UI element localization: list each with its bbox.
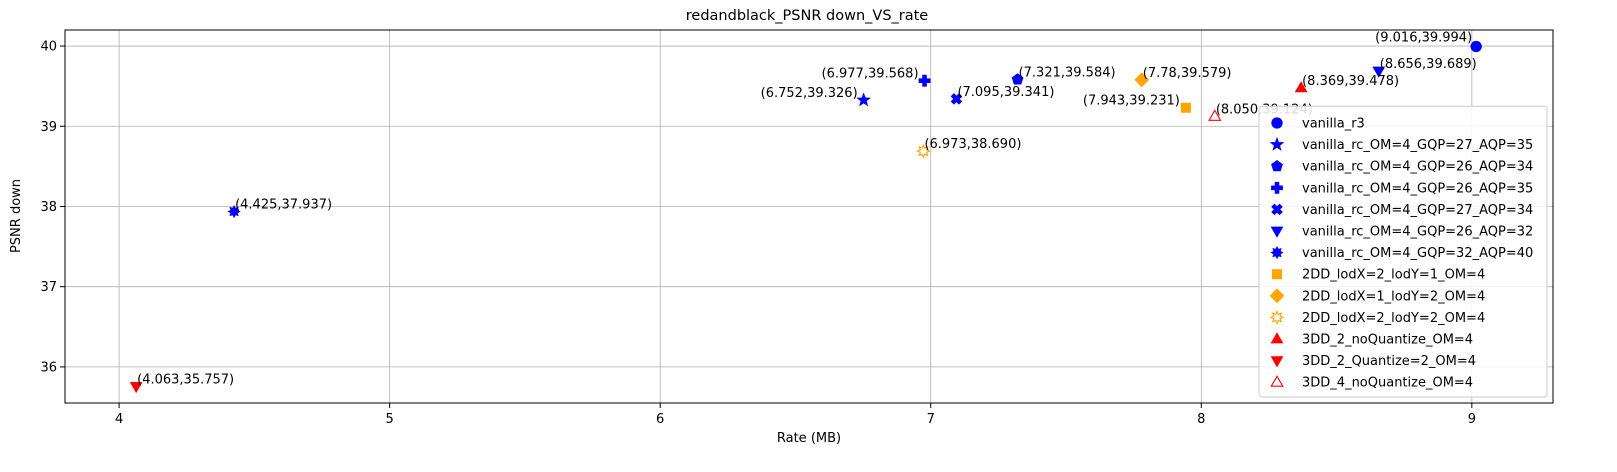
data-label: (8.369,39.478)	[1302, 74, 1399, 89]
legend-entry-label: vanilla_rc_OM=4_GQP=26_AQP=32	[1302, 225, 1533, 240]
data-point-2dd-lodx-2-lody-2-om-4	[915, 143, 931, 159]
data-label: (7.943,39.231)	[1083, 94, 1180, 109]
legend-marker-vanilla-rc-om-4-gqp-32-aqp-40	[1270, 246, 1284, 260]
data-label: (7.095,39.341)	[957, 85, 1054, 100]
data-point-2dd-lodx-1-lody-2-om-4	[1134, 72, 1150, 88]
y-tick-label: 40	[40, 40, 57, 55]
legend-entry-label: 2DD_lodX=2_lodY=1_OM=4	[1302, 268, 1485, 283]
data-point-vanilla-rc-om-4-gqp-27-aqp-35	[856, 92, 872, 107]
legend-marker-vanilla-rc-om-4-gqp-27-aqp-35	[1269, 136, 1285, 151]
data-point-vanilla-rc-om-4-gqp-26-aqp-32	[1372, 66, 1386, 78]
y-axis-ticks: 36 37 38 39 40	[40, 40, 65, 375]
chart-title: redandblack_PSNR down_VS_rate	[686, 8, 929, 24]
x-tick-label: 6	[656, 412, 664, 427]
legend-marker-vanilla-rc-om-4-gqp-26-aqp-35	[1271, 181, 1283, 194]
legend-entry-label: 2DD_lodX=1_lodY=2_OM=4	[1302, 289, 1485, 304]
y-tick-label: 37	[40, 280, 57, 295]
y-tick-label: 39	[40, 120, 57, 135]
legend-entry-label: vanilla_rc_OM=4_GQP=27_AQP=34	[1302, 203, 1533, 218]
x-tick-label: 9	[1468, 412, 1476, 427]
legend: vanilla_r3 vanilla_rc_OM=4_GQP=27_AQP=35v…	[1258, 105, 1548, 398]
data-point-vanilla-rc-om-4-gqp-26-aqp-34	[1011, 73, 1024, 85]
legend-entry-label: 2DD_lodX=2_lodY=2_OM=4	[1302, 311, 1485, 326]
data-label: (6.752,39.326)	[761, 86, 858, 101]
plot-frame	[64, 29, 1554, 404]
y-tick-label: 38	[40, 200, 57, 215]
data-point-vanilla-r3	[1470, 40, 1482, 53]
data-label: (9.016,39.994)	[1375, 31, 1472, 46]
legend-marker-2dd-lodx-2-lody-1-om-4	[1271, 269, 1283, 280]
x-tick-label: 8	[1197, 412, 1205, 427]
data-label: (4.063,35.757)	[137, 372, 234, 387]
data-point-3dd-2-quantize-2-om-4	[129, 382, 143, 394]
legend-entry-label: 3DD_2_noQuantize_OM=4	[1302, 333, 1473, 348]
data-point-2dd-lodx-2-lody-1-om-4	[1180, 102, 1191, 113]
legend-marker-3dd-2-noquantize-om-4	[1270, 332, 1284, 344]
legend-marker-2dd-lodx-1-lody-2-om-4	[1269, 288, 1285, 304]
legend-marker-vanilla-rc-om-4-gqp-26-aqp-34	[1271, 159, 1283, 172]
legend-marker-vanilla-r3	[1271, 117, 1283, 129]
data-points	[129, 40, 1482, 394]
data-label: (6.977,39.568)	[822, 67, 919, 82]
data-label: (7.321,39.584)	[1019, 65, 1116, 80]
data-labels: (9.016,39.994) (6.752,39.326) (7.321,39.58…	[137, 31, 1477, 388]
legend-box	[1258, 105, 1548, 398]
legend-marker-3dd-4-noquantize-om-4	[1270, 375, 1284, 387]
data-point-3dd-2-noquantize-om-4	[1294, 81, 1308, 93]
legend-entry-label: vanilla_rc_OM=4_GQP=26_AQP=35	[1302, 181, 1533, 196]
legend-entry-label: vanilla_rc_OM=4_GQP=26_AQP=34	[1302, 160, 1533, 175]
legend-entry-label: 3DD_2_Quantize=2_OM=4	[1302, 354, 1476, 369]
legend-entry-label: 3DD_4_noQuantize_OM=4	[1302, 376, 1473, 391]
legend-marker-3dd-2-quantize-2-om-4	[1270, 356, 1284, 368]
x-axis-ticks: 4 5 6 7 8 9	[115, 403, 1476, 427]
x-tick-label: 4	[115, 412, 123, 427]
legend-entry-label: vanilla_r3	[1302, 117, 1365, 132]
data-label: (7.78,39.579)	[1143, 66, 1232, 81]
y-tick-label: 36	[40, 360, 57, 375]
data-point-vanilla-rc-om-4-gqp-32-aqp-40	[227, 204, 241, 219]
data-point-vanilla-rc-om-4-gqp-27-aqp-34	[950, 93, 963, 105]
legend-entry-label: vanilla_rc_OM=4_GQP=27_AQP=35	[1302, 138, 1533, 153]
data-label: (4.425,37.937)	[235, 198, 332, 213]
data-label: (8.656,39.689)	[1380, 57, 1477, 72]
data-point-vanilla-rc-om-4-gqp-26-aqp-35	[918, 74, 931, 87]
data-label: (6.973,38.690)	[924, 137, 1021, 152]
legend-marker-2dd-lodx-2-lody-2-om-4	[1269, 309, 1285, 325]
y-axis-label: PSNR down	[9, 179, 24, 253]
legend-marker-vanilla-rc-om-4-gqp-27-aqp-34	[1271, 203, 1283, 216]
x-axis-label: Rate (MB)	[777, 431, 841, 446]
data-point-3dd-4-noquantize-om-4	[1208, 109, 1222, 121]
x-tick-label: 7	[927, 412, 935, 427]
x-tick-label: 5	[386, 412, 394, 427]
legend-marker-vanilla-rc-om-4-gqp-26-aqp-32	[1270, 226, 1284, 238]
legend-entry-label: vanilla_rc_OM=4_GQP=32_AQP=40	[1302, 246, 1533, 261]
